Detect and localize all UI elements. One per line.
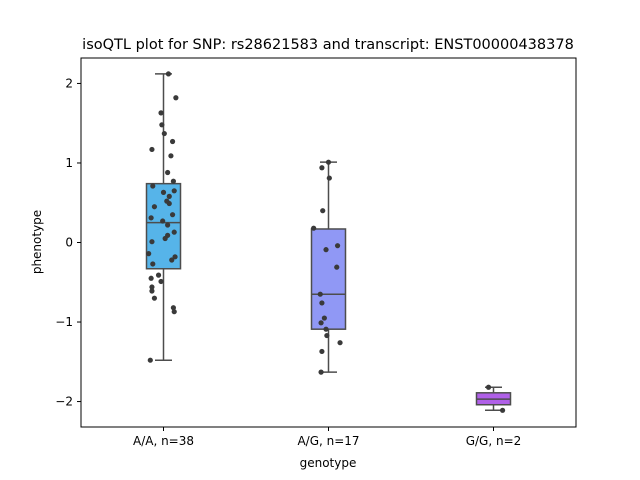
data-point (485, 384, 492, 390)
data-point (170, 178, 176, 184)
data-point (323, 247, 329, 253)
x-axis-label: genotype (300, 456, 357, 470)
data-point (320, 208, 326, 214)
data-point (173, 95, 179, 101)
data-point (160, 189, 167, 195)
data-point (311, 225, 317, 231)
points-group-2 (311, 159, 343, 375)
points-group-1 (146, 71, 179, 363)
y-tick-label: 2 (65, 76, 73, 90)
data-point (158, 110, 164, 116)
box-group-3 (475, 386, 512, 412)
data-point (172, 254, 178, 260)
data-point (151, 295, 158, 301)
data-point (148, 275, 154, 281)
x-tick-label: A/A, n=38 (133, 434, 194, 448)
data-point (334, 264, 340, 270)
y-tick-label: 1 (65, 156, 73, 170)
data-point (317, 291, 323, 297)
data-point (323, 326, 329, 332)
data-point (499, 407, 506, 413)
data-point (151, 204, 158, 210)
data-point (169, 212, 176, 218)
data-point (150, 261, 156, 267)
data-point (334, 243, 341, 249)
data-point (165, 222, 171, 228)
y-tick-label: −1 (55, 315, 73, 329)
data-point (319, 348, 325, 355)
data-point (165, 71, 172, 77)
data-point (155, 272, 162, 278)
data-point (165, 169, 171, 176)
data-point (318, 320, 324, 326)
data-point (171, 188, 177, 194)
chart-title: isoQTL plot for SNP: rs28621583 and tran… (82, 37, 574, 53)
y-tick-label: 0 (65, 236, 73, 250)
data-point (171, 229, 177, 235)
data-point (166, 200, 172, 207)
data-point (337, 340, 343, 346)
data-point (168, 153, 174, 159)
data-point (319, 300, 325, 306)
data-point (158, 278, 164, 285)
data-point (159, 122, 165, 128)
plot-area (145, 71, 512, 413)
data-point (326, 175, 332, 181)
data-point (171, 309, 177, 315)
data-point (150, 183, 156, 189)
data-point (161, 130, 167, 137)
axes: −2 −1 0 1 2 A/A, n=38 A/G, n=17 G/G, n=2 (55, 57, 577, 448)
data-point (170, 305, 176, 311)
x-tick-label: A/G, n=17 (297, 434, 359, 448)
y-tick-label: −2 (55, 395, 73, 409)
data-point (146, 251, 152, 257)
data-point (169, 138, 176, 145)
data-point (160, 218, 166, 224)
data-point (319, 165, 325, 171)
data-point (318, 369, 324, 375)
data-point (321, 315, 327, 321)
data-point (325, 159, 332, 165)
data-point (324, 332, 330, 339)
data-point (149, 288, 155, 294)
points-group-3 (485, 384, 506, 413)
data-point (147, 357, 153, 363)
box (310, 228, 347, 330)
x-tick-label: G/G, n=2 (466, 434, 522, 448)
y-axis-label: phenotype (30, 210, 44, 274)
data-point (169, 257, 175, 263)
data-point (166, 193, 172, 199)
data-point (149, 239, 155, 245)
data-point (162, 235, 168, 242)
data-point (149, 146, 155, 153)
data-point (149, 284, 155, 290)
data-point (148, 215, 154, 221)
